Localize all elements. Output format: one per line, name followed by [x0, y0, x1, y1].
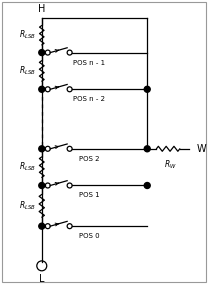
Circle shape	[144, 146, 150, 152]
Circle shape	[144, 182, 150, 188]
Text: POS 2: POS 2	[79, 156, 99, 162]
Text: $R_{LSB}$: $R_{LSB}$	[19, 200, 36, 212]
Text: H: H	[38, 4, 46, 14]
Circle shape	[39, 146, 45, 152]
Text: L: L	[39, 274, 45, 284]
Text: $R_W$: $R_W$	[164, 159, 176, 171]
Text: POS n - 1: POS n - 1	[73, 59, 105, 65]
Text: $R_{LSB}$: $R_{LSB}$	[19, 161, 36, 173]
Circle shape	[144, 86, 150, 92]
Circle shape	[39, 182, 45, 188]
Text: POS 1: POS 1	[79, 192, 99, 198]
Text: POS n - 2: POS n - 2	[73, 96, 105, 102]
Text: $R_{LSB}$: $R_{LSB}$	[19, 65, 36, 77]
Text: W: W	[197, 144, 206, 154]
Circle shape	[39, 49, 45, 55]
Circle shape	[39, 223, 45, 229]
Text: POS 0: POS 0	[79, 233, 99, 239]
Text: $R_{LSB}$: $R_{LSB}$	[19, 29, 36, 41]
Circle shape	[39, 86, 45, 92]
